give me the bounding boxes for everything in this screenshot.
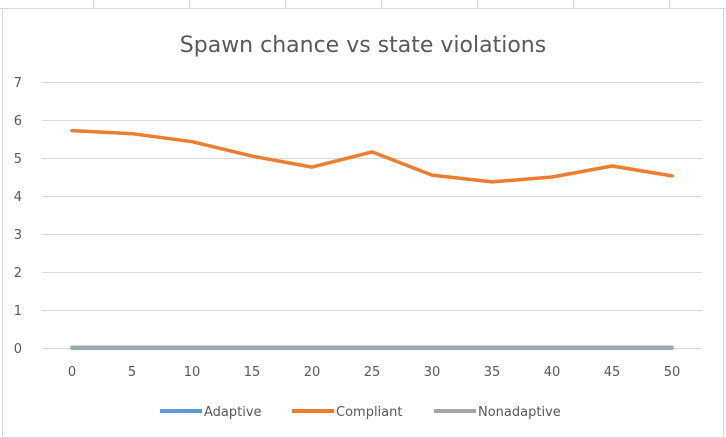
series-line-compliant <box>70 128 674 184</box>
y-tick-label: 0 <box>14 342 22 357</box>
legend-label-nonadaptive: Nonadaptive <box>478 405 561 420</box>
x-tick-label: 20 <box>304 365 321 380</box>
y-tick-label: 3 <box>14 228 22 243</box>
legend-label-compliant: Compliant <box>336 405 402 420</box>
y-tick-label: 6 <box>14 114 22 129</box>
x-tick-label: 50 <box>664 365 681 380</box>
chart-area <box>2 8 724 438</box>
x-tick-label: 15 <box>244 365 261 380</box>
x-tick-label: 30 <box>424 365 441 380</box>
x-tick-label: 25 <box>364 365 381 380</box>
x-tick-label: 5 <box>128 365 136 380</box>
y-tick-label: 4 <box>14 190 22 205</box>
x-tick-label: 10 <box>184 365 201 380</box>
x-axis-tick-labels: 0 5 10 15 20 25 30 35 40 45 50 <box>68 365 680 380</box>
y-axis-tick-labels: 0 1 2 3 4 5 6 7 <box>14 76 22 357</box>
x-tick-label: 0 <box>68 365 76 380</box>
legend: Adaptive Compliant Nonadaptive <box>160 405 561 420</box>
x-tick-label: 45 <box>604 365 621 380</box>
y-tick-label: 1 <box>14 304 22 319</box>
x-tick-label: 40 <box>544 365 561 380</box>
y-tick-label: 7 <box>14 76 22 91</box>
x-tick-label: 35 <box>484 365 501 380</box>
y-tick-label: 5 <box>14 152 22 167</box>
y-tick-label: 2 <box>14 266 22 281</box>
legend-label-adaptive: Adaptive <box>204 405 262 420</box>
chart-title: Spawn chance vs state violations <box>180 33 546 58</box>
series-lines <box>70 128 674 350</box>
